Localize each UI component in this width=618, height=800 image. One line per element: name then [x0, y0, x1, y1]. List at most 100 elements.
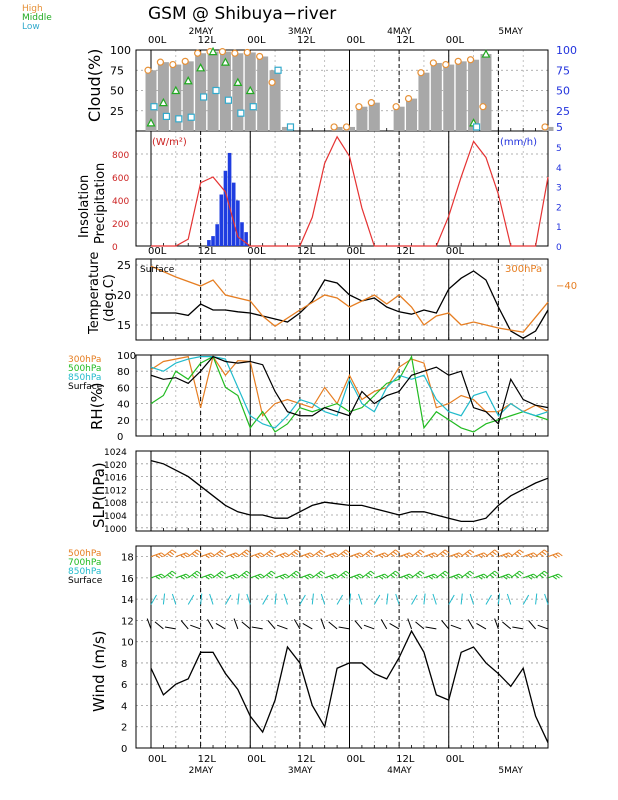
wind-barb: [522, 594, 530, 605]
wind-barb: [311, 593, 314, 605]
y-tick-label: 15: [117, 319, 131, 332]
wind-barb-flag: [453, 575, 458, 580]
wind-barb-flag: [519, 570, 524, 575]
wind-barb-flag: [246, 549, 251, 554]
wind-barb-flag: [340, 574, 346, 579]
y-tick-label-right: 5: [556, 121, 563, 134]
wind-barb-flag: [530, 553, 536, 558]
cloud-high-point: [454, 57, 462, 65]
y-tick-label: 14: [121, 595, 134, 606]
y-tick-label: 6: [121, 680, 127, 691]
wind-barb: [407, 618, 413, 630]
wind-barb-flag: [477, 575, 483, 580]
cloud-bar: [157, 62, 169, 131]
wind-barb: [411, 594, 418, 605]
wind-barb-flag: [343, 551, 348, 556]
wind-barb: [246, 593, 251, 605]
legend-item: High: [22, 4, 43, 14]
wind-barb-flag: [266, 553, 271, 557]
legend-item: Surface: [68, 382, 103, 392]
y-tick-label-right: 25: [556, 105, 570, 118]
cloud-bar: [455, 61, 467, 132]
wind-barb: [389, 622, 400, 630]
wind-barb-flag: [417, 572, 423, 577]
wind-barb-flag: [219, 572, 224, 577]
date-label: 2MAY: [189, 766, 214, 776]
wind-barb-flag: [555, 553, 560, 558]
wind-barb-flag: [516, 572, 522, 577]
wind-barb-flag: [370, 549, 375, 554]
cloud-high-point: [392, 103, 400, 111]
y-tick-label: 12: [121, 616, 134, 627]
wind-barb-flag: [390, 574, 395, 579]
wind-barb-flag: [392, 572, 398, 577]
time-tick-label: 00L: [446, 35, 465, 46]
legend-item: Low: [22, 22, 40, 32]
y-tick-label: 0: [121, 744, 127, 755]
cloud-low-point: [150, 103, 158, 111]
time-tick-label: 12L: [297, 754, 316, 765]
y-tick-label-right: 1: [556, 223, 562, 233]
cloud-high-point: [466, 56, 475, 64]
wind-barb: [441, 620, 450, 630]
wind-barb: [432, 593, 437, 605]
wind-barb: [302, 622, 313, 630]
legend-item: 500hPa: [68, 549, 101, 559]
wind-barb-flag: [167, 574, 172, 579]
wind-barb-flag: [367, 572, 373, 577]
time-tick-label: 00L: [247, 246, 266, 257]
wind-barb-flag: [254, 575, 260, 580]
wind-barb-flag: [340, 553, 346, 557]
wind-barb: [180, 620, 189, 630]
wind-barb-flag: [279, 575, 285, 580]
wind-barb-flag: [167, 553, 172, 557]
cloud-high-point: [256, 52, 264, 61]
wind-barb: [225, 594, 232, 605]
wind-barb-flag: [169, 572, 175, 577]
wind-barb-flag: [428, 554, 433, 559]
wind-barb-flag: [155, 554, 160, 559]
wind-barb-flag: [378, 554, 384, 559]
time-tick-label: 12L: [396, 754, 415, 765]
time-tick-label: 12L: [198, 754, 217, 765]
wind-barb-flag: [516, 551, 522, 556]
time-tick-label: 00L: [347, 246, 366, 257]
cloud-high-point: [330, 123, 338, 131]
wind-barb-flag: [417, 551, 423, 556]
insolation-line: [151, 135, 549, 247]
cloud-bar: [368, 102, 380, 131]
y-tick-label: 1004: [104, 512, 127, 522]
wind-barb-flag: [307, 574, 312, 579]
cloud-middle-point: [196, 63, 206, 72]
y-axis-label: Temperature: [87, 252, 102, 335]
y-tick-label-right: 50: [556, 85, 570, 98]
y-tick-label: 1024: [104, 448, 127, 458]
y-tick-label: 200: [112, 220, 129, 230]
y-tick-label: 18: [121, 553, 134, 564]
wind-barb-flag: [295, 570, 301, 575]
wind-barb: [494, 618, 499, 630]
y-tick-label: 1000: [104, 525, 127, 535]
cloud-bar: [219, 51, 231, 132]
wind-barb-flag: [291, 553, 296, 557]
wind-barb: [171, 593, 177, 605]
wind-barb-flag: [419, 549, 425, 554]
wind-barb: [328, 621, 338, 630]
y-tick-label: 2: [121, 723, 127, 734]
cloud-middle-point: [158, 97, 168, 107]
wind-barb: [467, 619, 474, 630]
wind-barb-flag: [491, 572, 497, 577]
wind-barb-flag: [494, 549, 499, 554]
wind-barb-flag: [219, 551, 224, 556]
cloud-bar: [468, 59, 480, 131]
time-tick-label: 00L: [148, 35, 167, 46]
wind-barb-flag: [494, 570, 499, 575]
wind-barb: [506, 593, 512, 605]
wind-barb-flag: [395, 570, 400, 575]
y-axis-label: Insolation: [77, 175, 92, 238]
wind-barb-flag: [221, 549, 226, 554]
wind-barb-flag: [381, 574, 387, 579]
wind-barb-flag: [367, 551, 373, 556]
wind-barb: [233, 618, 239, 630]
wind-barb-flag: [216, 574, 222, 579]
